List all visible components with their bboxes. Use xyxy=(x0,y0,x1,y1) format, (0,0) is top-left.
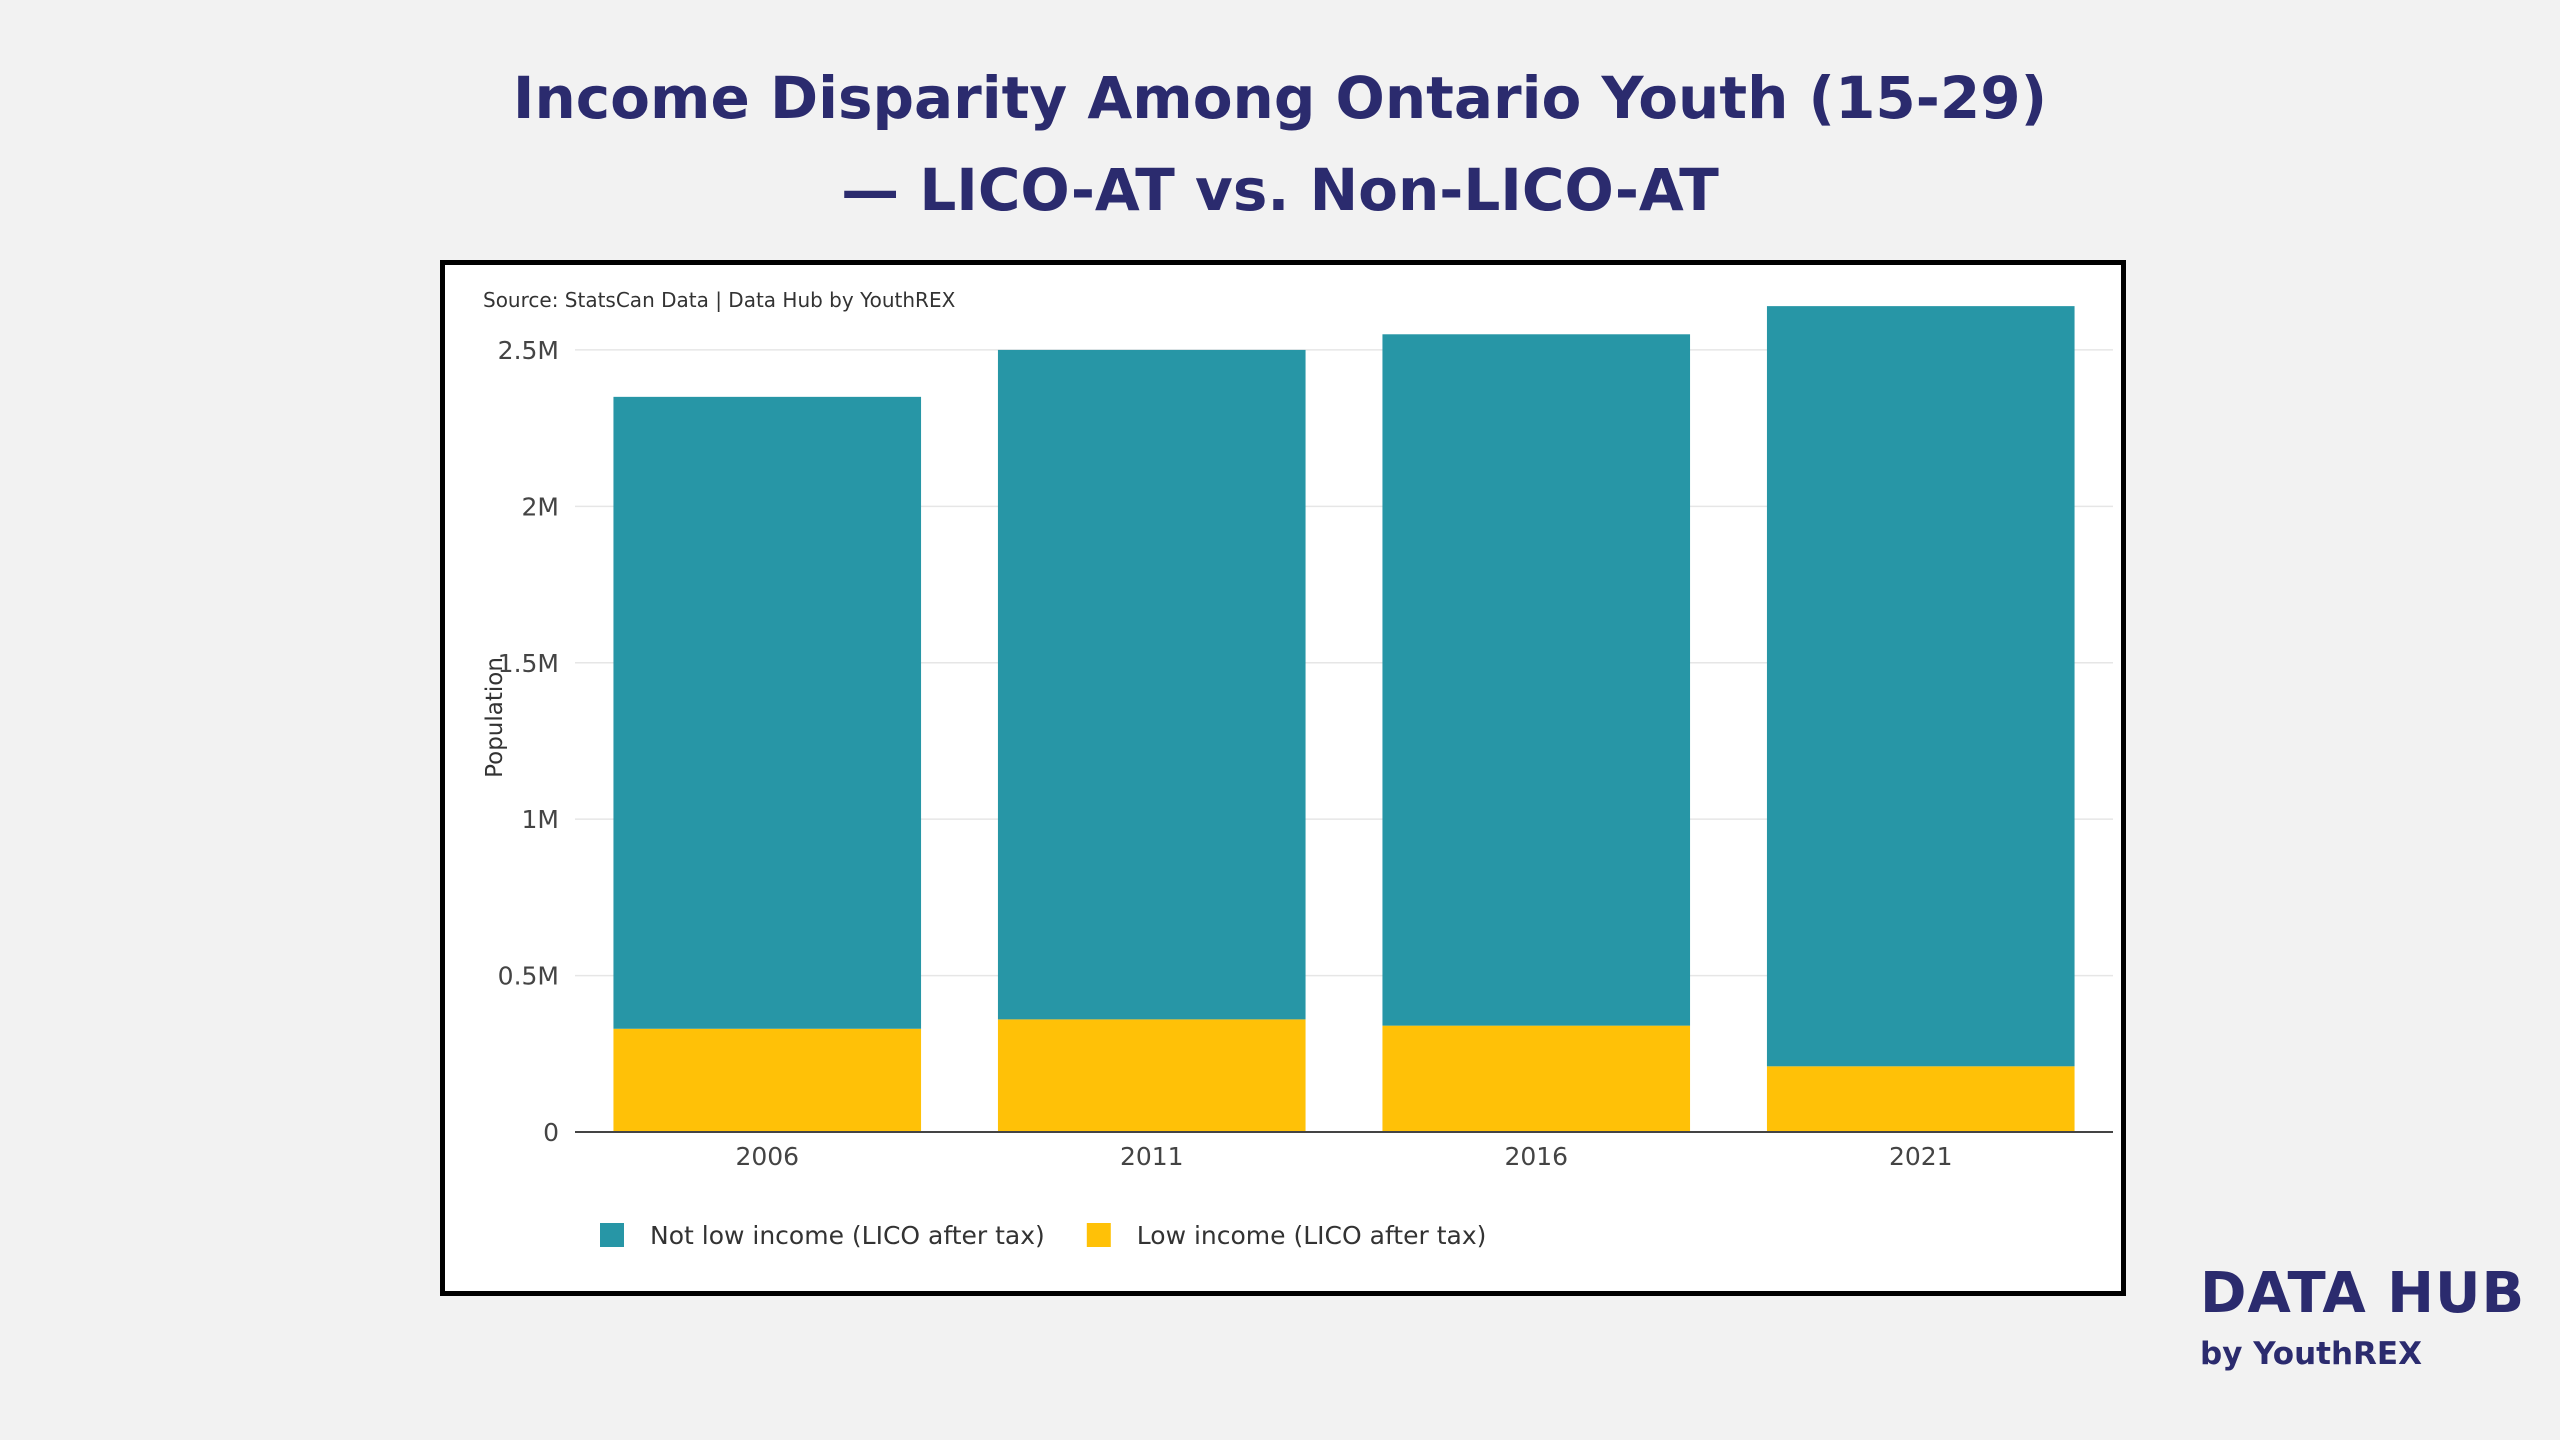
bar-not-low-income-lico-after-tax-2021 xyxy=(1766,306,2075,1067)
legend-label: Not low income (LICO after tax) xyxy=(650,1221,1045,1250)
y-tick-label: 2M xyxy=(522,492,559,521)
legend-swatch xyxy=(1086,1223,1111,1247)
chart-frame: Source: StatsCan Data | Data Hub by Yout… xyxy=(440,260,2126,1296)
page-title-line-1: Income Disparity Among Ontario Youth (15… xyxy=(512,64,2048,132)
y-tick-label: 2.5M xyxy=(498,336,559,365)
bar-low-income-lico-after-tax-2016 xyxy=(1382,1025,1691,1132)
bar-not-low-income-lico-after-tax-2011 xyxy=(997,349,1306,1020)
x-tick-label: 2021 xyxy=(1889,1142,1953,1171)
x-tick-label: 2011 xyxy=(1120,1142,1184,1171)
data-hub-logo: DATA HUB by YouthREX xyxy=(2200,1262,2525,1376)
chart-source-note: Source: StatsCan Data | Data Hub by Yout… xyxy=(483,288,956,312)
y-tick-label: 1.5M xyxy=(498,649,559,678)
legend-swatch xyxy=(600,1223,624,1247)
bar-low-income-lico-after-tax-2011 xyxy=(997,1019,1306,1132)
page-title: Income Disparity Among Ontario Youth (15… xyxy=(0,52,2560,236)
bar-low-income-lico-after-tax-2006 xyxy=(613,1028,922,1132)
y-tick-label: 0.5M xyxy=(498,962,559,991)
bar-not-low-income-lico-after-tax-2006 xyxy=(613,396,922,1029)
brand-name: DATA HUB xyxy=(2200,1261,2526,1326)
legend-label: Low income (LICO after tax) xyxy=(1137,1221,1487,1250)
bar-not-low-income-lico-after-tax-2016 xyxy=(1382,334,1691,1026)
x-tick-label: 2016 xyxy=(1504,1142,1568,1171)
stacked-bar-chart: Source: StatsCan Data | Data Hub by Yout… xyxy=(482,288,2113,1250)
bar-low-income-lico-after-tax-2021 xyxy=(1766,1066,2075,1132)
x-tick-label: 2006 xyxy=(735,1142,799,1171)
brand-subtitle: by YouthREX xyxy=(2200,1336,2422,1372)
y-tick-label: 0 xyxy=(543,1118,559,1147)
page-title-line-2: — LICO-AT vs. Non-LICO-AT xyxy=(841,156,1719,224)
y-axis-title: Population xyxy=(482,657,508,778)
y-tick-label: 1M xyxy=(522,805,559,834)
